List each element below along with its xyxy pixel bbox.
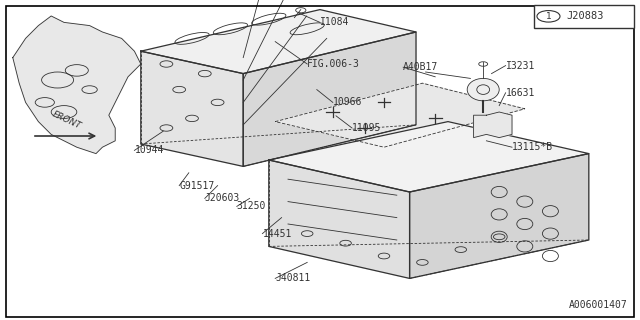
Text: A006001407: A006001407: [568, 300, 627, 310]
Polygon shape: [275, 83, 525, 147]
Text: A40B17: A40B17: [403, 62, 438, 72]
Text: J20603: J20603: [205, 193, 240, 204]
Polygon shape: [13, 16, 141, 154]
Ellipse shape: [467, 78, 499, 101]
Polygon shape: [474, 112, 512, 138]
Text: 31250: 31250: [237, 201, 266, 212]
Text: 16631: 16631: [506, 88, 535, 98]
Text: FIG.006-3: FIG.006-3: [307, 59, 360, 69]
FancyBboxPatch shape: [534, 5, 634, 28]
Polygon shape: [269, 122, 589, 192]
Text: J40811: J40811: [275, 273, 310, 284]
Polygon shape: [141, 51, 243, 166]
Text: I1084: I1084: [320, 17, 349, 28]
Text: 10966: 10966: [333, 97, 362, 108]
Polygon shape: [243, 32, 416, 166]
Text: 1: 1: [546, 12, 551, 21]
Text: FRONT: FRONT: [51, 110, 83, 131]
Text: 14451: 14451: [262, 228, 292, 239]
Text: G91517: G91517: [179, 180, 214, 191]
Polygon shape: [269, 160, 410, 278]
Polygon shape: [410, 154, 589, 278]
Text: J20883: J20883: [566, 11, 604, 21]
Text: 13115*B: 13115*B: [512, 142, 553, 152]
Text: 11095: 11095: [352, 123, 381, 133]
Polygon shape: [141, 10, 416, 74]
Text: I3231: I3231: [506, 60, 535, 71]
Text: 10944: 10944: [134, 145, 164, 156]
